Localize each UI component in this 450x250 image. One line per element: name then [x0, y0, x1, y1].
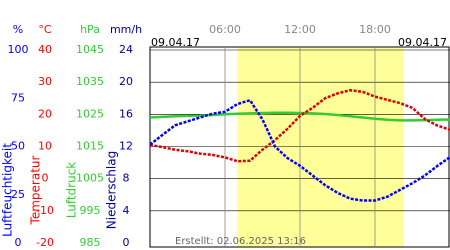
y-tick-label: 75	[11, 91, 25, 104]
y-tick-label: 24	[119, 43, 133, 56]
date-left: 09.04.17	[151, 36, 200, 49]
daylight-band	[237, 47, 404, 247]
y-tick-label: 12	[119, 140, 133, 153]
data-line	[149, 98, 450, 202]
y-tick-label: 50	[11, 140, 25, 153]
y-tick-label: 30	[38, 75, 52, 88]
axis-label: Temperatur	[29, 155, 43, 225]
data-line	[149, 88, 450, 163]
axis-label: Luftdruck	[65, 162, 79, 219]
axis-label: Luftfeuchtigkeit	[1, 143, 15, 237]
y-tick-label: 985	[80, 236, 101, 249]
y-tick-label: 20	[38, 107, 52, 120]
y-tick-label: -10	[36, 204, 54, 217]
axis-unit: mm/h	[110, 23, 142, 36]
y-tick-label: 0	[15, 236, 22, 249]
axis-label: Niederschlag	[105, 151, 119, 229]
y-tick-label: 0	[123, 236, 130, 249]
axis-unit: °C	[38, 23, 52, 36]
x-tick-label: 18:00	[359, 23, 391, 36]
y-tick-label: 1015	[76, 140, 104, 153]
y-tick-label: 20	[119, 75, 133, 88]
footer: Erstellt: 02.06.2025 13:16	[175, 236, 306, 247]
y-tick-label: 4	[123, 204, 130, 217]
y-tick-label: 8	[123, 172, 130, 185]
axis-unit: hPa	[80, 23, 100, 36]
x-tick-label: 06:00	[209, 23, 241, 36]
data-line	[149, 111, 450, 122]
y-tick-label: 0	[42, 172, 49, 185]
y-tick-label: 1045	[76, 43, 104, 56]
y-tick-label: 25	[11, 188, 25, 201]
y-tick-label: 100	[8, 43, 29, 56]
y-tick-label: 40	[38, 43, 52, 56]
y-tick-label: -20	[36, 236, 54, 249]
y-tick-label: 10	[38, 140, 52, 153]
y-tick-label: 1035	[76, 75, 104, 88]
axis-unit: %	[13, 23, 23, 36]
y-tick-label: 1005	[76, 172, 104, 185]
y-tick-label: 16	[119, 107, 133, 120]
y-tick-label: 995	[80, 204, 101, 217]
y-tick-label: 1025	[76, 107, 104, 120]
x-tick-label: 12:00	[284, 23, 316, 36]
date-right: 09.04.17	[398, 36, 447, 49]
